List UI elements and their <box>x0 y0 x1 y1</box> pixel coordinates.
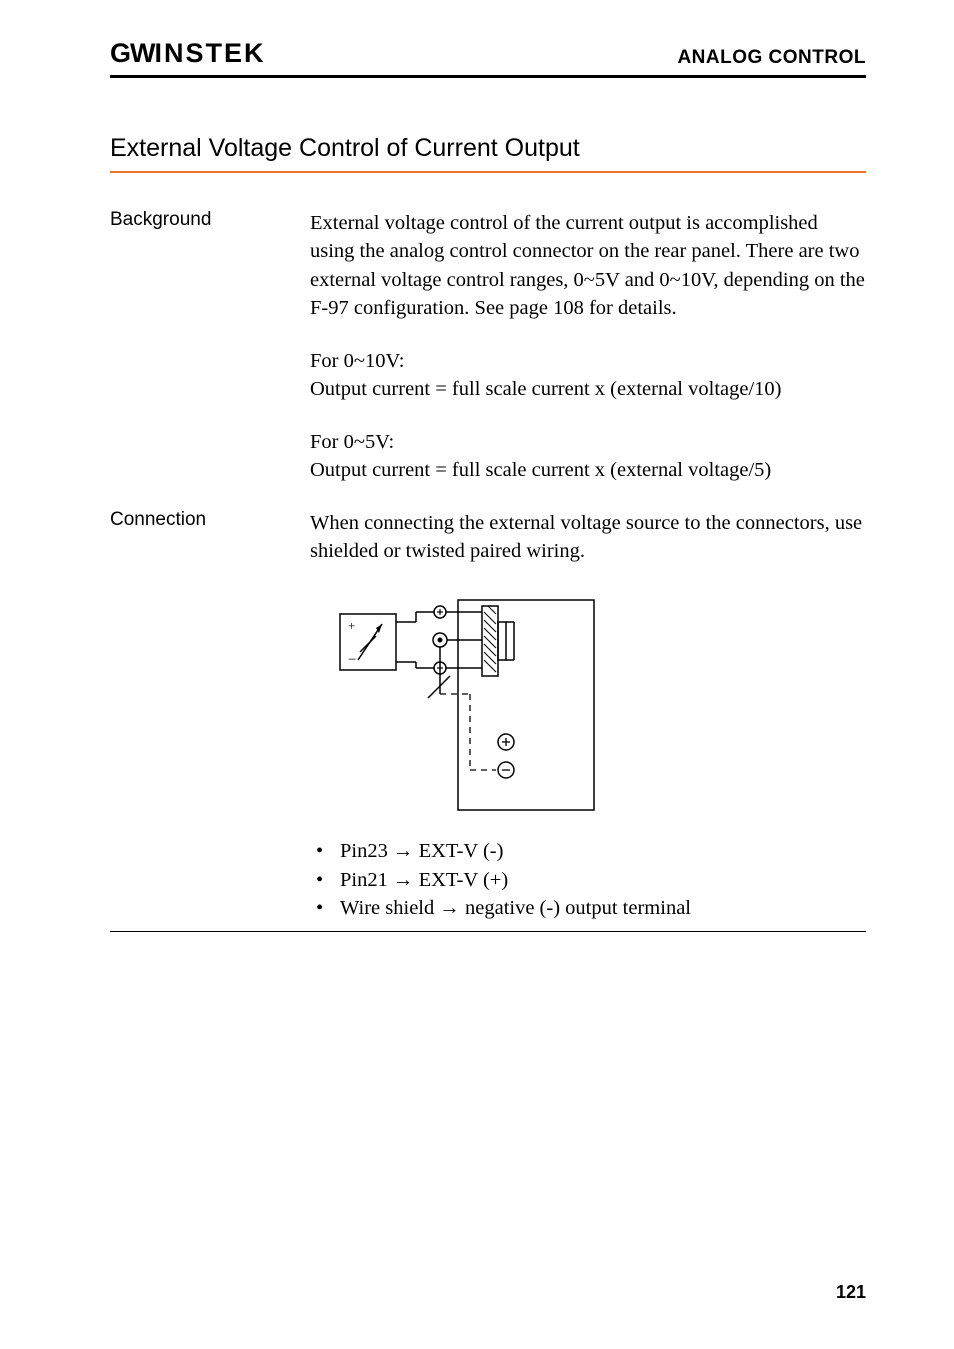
background-para-2: For 0~10V: Output current = full scale c… <box>310 347 866 404</box>
svg-text:−: − <box>348 652 356 668</box>
brand-logo: GWINSTEK <box>110 38 266 69</box>
connection-label: Connection <box>110 509 310 566</box>
pin-bullets: Pin23 → EXT-V (-) Pin21 → EXT-V (+) Wire… <box>310 837 866 923</box>
header-section-label: ANALOG CONTROL <box>677 47 866 69</box>
connection-row: Connection When connecting the external … <box>110 509 866 566</box>
bg-p3-l2: Output current = full scale current x (e… <box>310 459 771 481</box>
bg-p3-l1: For 0~5V: <box>310 431 394 453</box>
bg-p2-l1: For 0~10V: <box>310 350 404 372</box>
connection-diagram: + − <box>310 594 866 829</box>
section-end-rule <box>110 931 866 932</box>
background-para-3: For 0~5V: Output current = full scale cu… <box>310 428 866 485</box>
bg-p2-l2: Output current = full scale current x (e… <box>310 378 782 400</box>
wiring-diagram-svg: + − <box>310 594 610 824</box>
section-underline <box>110 171 866 173</box>
bullet-2: Pin21 → EXT-V (+) <box>310 866 866 895</box>
section-title: External Voltage Control of Current Outp… <box>110 134 866 163</box>
background-label: Background <box>110 209 310 485</box>
connection-para: When connecting the external voltage sou… <box>310 509 866 566</box>
connection-content: When connecting the external voltage sou… <box>310 509 866 566</box>
bullet-1: Pin23 → EXT-V (-) <box>310 837 866 866</box>
header-rule <box>110 75 866 78</box>
page-number: 121 <box>836 1282 866 1303</box>
svg-text:+: + <box>348 618 355 633</box>
background-row: Background External voltage control of t… <box>110 209 866 485</box>
header-row: GWINSTEK ANALOG CONTROL <box>110 38 866 69</box>
background-content: External voltage control of the current … <box>310 209 866 485</box>
background-para-1: External voltage control of the current … <box>310 209 866 323</box>
bullet-3: Wire shield → negative (-) output termin… <box>310 894 866 923</box>
